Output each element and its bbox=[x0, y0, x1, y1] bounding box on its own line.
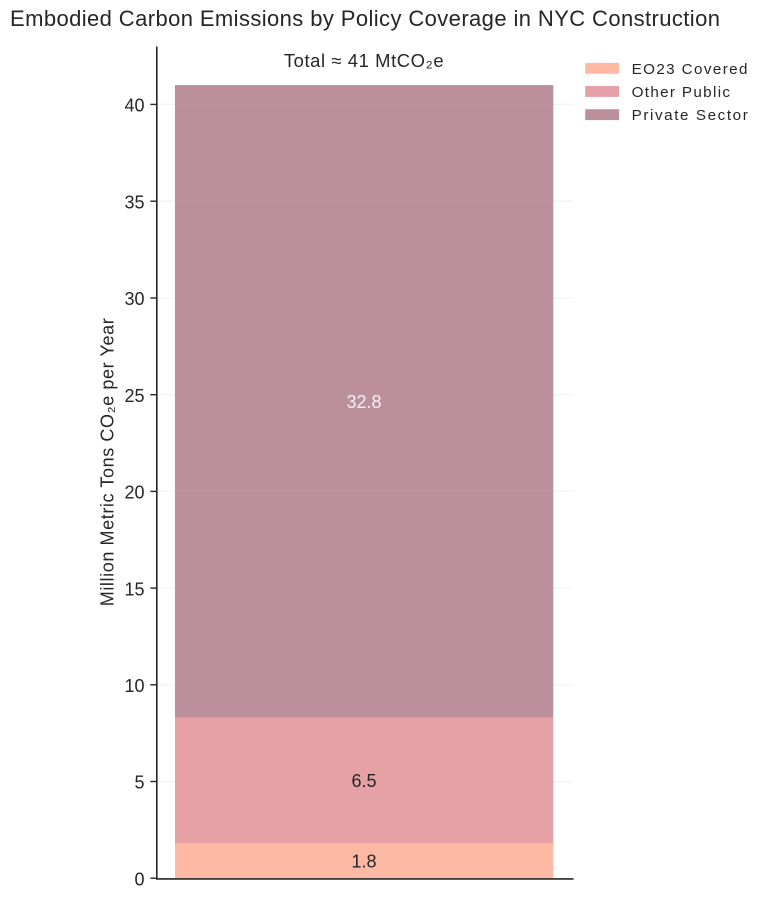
svg-text:Other Public: Other Public bbox=[632, 84, 732, 101]
svg-text:5: 5 bbox=[134, 773, 144, 793]
svg-text:Embodied Carbon Emissions by P: Embodied Carbon Emissions by Policy Cove… bbox=[10, 6, 720, 31]
svg-text:1.8: 1.8 bbox=[351, 851, 376, 871]
svg-text:40: 40 bbox=[124, 96, 144, 116]
svg-text:35: 35 bbox=[124, 192, 144, 212]
svg-text:Private Sector: Private Sector bbox=[632, 107, 750, 124]
svg-text:0: 0 bbox=[134, 869, 144, 889]
svg-text:EO23 Covered: EO23 Covered bbox=[632, 61, 749, 78]
svg-text:Million Metric Tons CO₂e per Y: Million Metric Tons CO₂e per Year bbox=[98, 318, 118, 607]
svg-text:20: 20 bbox=[124, 483, 144, 503]
svg-text:25: 25 bbox=[124, 386, 144, 406]
svg-text:Total ≈ 41 MtCO₂e: Total ≈ 41 MtCO₂e bbox=[284, 50, 444, 71]
svg-text:32.8: 32.8 bbox=[346, 392, 381, 412]
svg-text:6.5: 6.5 bbox=[351, 771, 376, 791]
svg-text:30: 30 bbox=[124, 289, 144, 309]
svg-text:10: 10 bbox=[124, 676, 144, 696]
svg-text:15: 15 bbox=[124, 579, 144, 599]
